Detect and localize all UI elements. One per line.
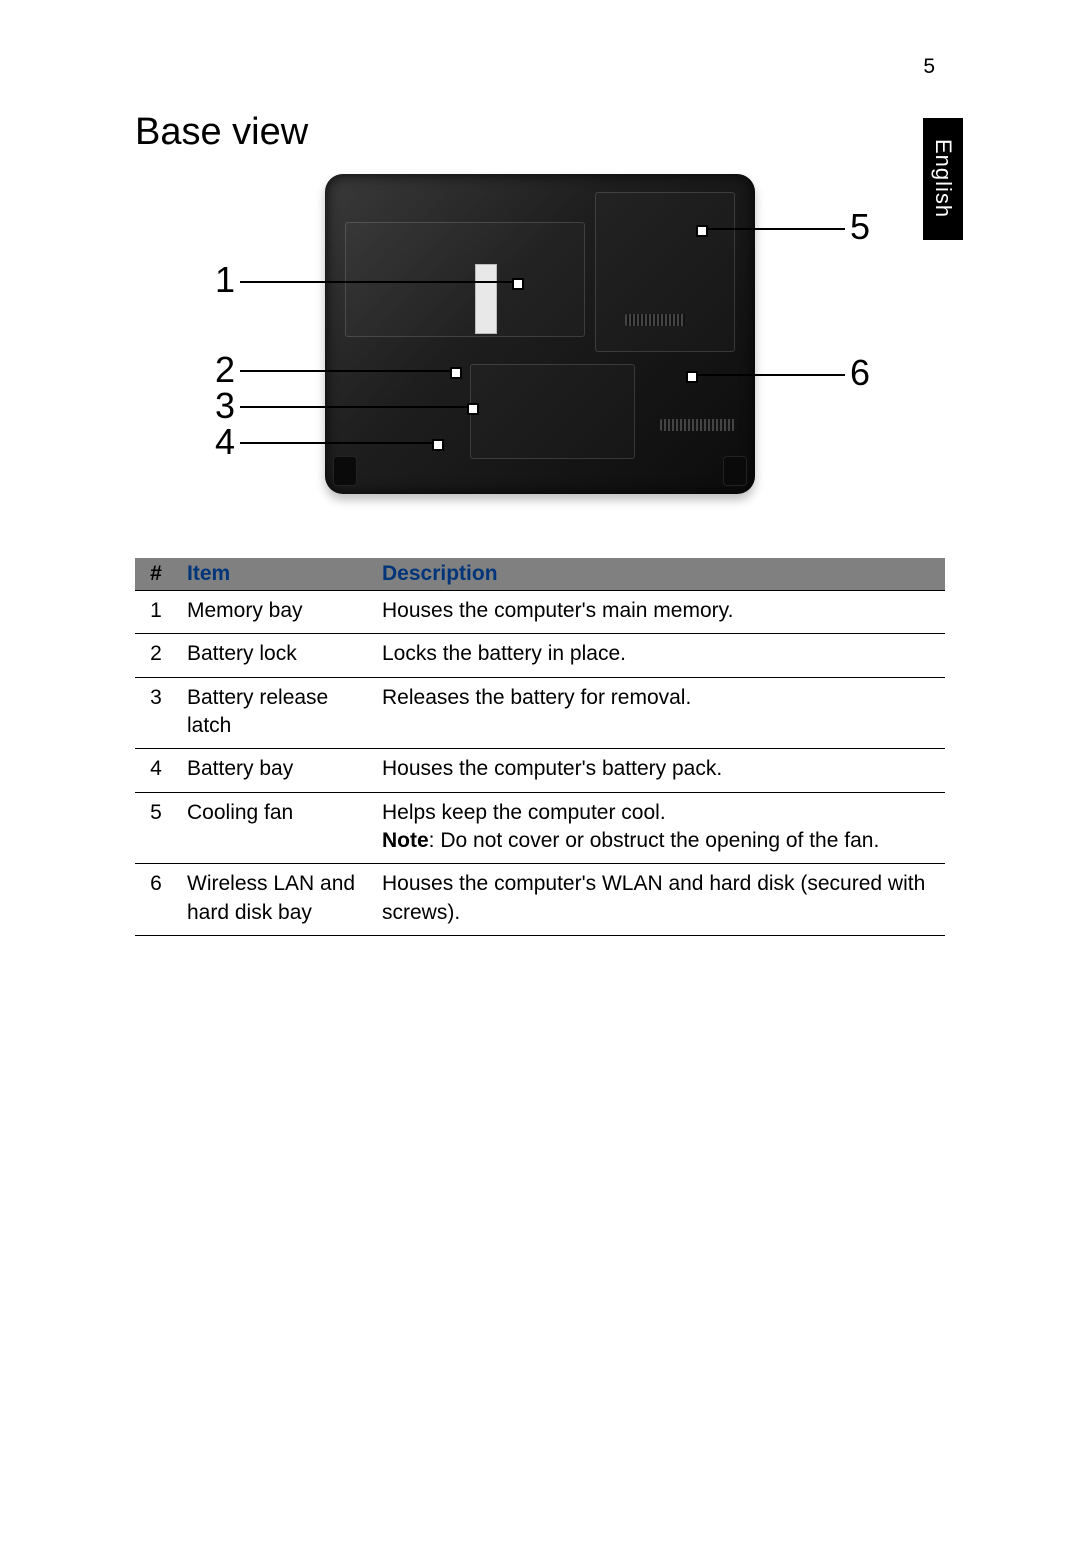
callout-line xyxy=(240,442,440,444)
base-view-diagram: 1 2 3 4 5 6 xyxy=(210,174,870,524)
callout-number: 5 xyxy=(850,206,870,248)
cell-item: Battery bay xyxy=(177,749,372,792)
callout-line xyxy=(240,406,475,408)
vent-icon xyxy=(625,314,685,326)
note-label: Note xyxy=(382,829,429,852)
table-body: 1 Memory bay Houses the computer's main … xyxy=(135,591,945,936)
desc-text: Helps keep the computer cool. xyxy=(382,801,666,824)
table-row: 2 Battery lock Locks the battery in plac… xyxy=(135,634,945,677)
table-row: 4 Battery bay Houses the computer's batt… xyxy=(135,749,945,792)
cell-item: Cooling fan xyxy=(177,792,372,864)
callout-line xyxy=(240,281,520,283)
header-num: # xyxy=(135,558,177,591)
rubber-foot-icon xyxy=(333,456,357,486)
serial-label-icon xyxy=(475,264,497,334)
cell-num: 4 xyxy=(135,749,177,792)
table-header-row: # Item Description xyxy=(135,558,945,591)
cell-desc: Helps keep the computer cool. Note: Do n… xyxy=(372,792,945,864)
callout-line xyxy=(700,228,845,230)
description-table: # Item Description 1 Memory bay Houses t… xyxy=(135,558,945,936)
cell-desc: Locks the battery in place. xyxy=(372,634,945,677)
cell-num: 2 xyxy=(135,634,177,677)
table-row: 1 Memory bay Houses the computer's main … xyxy=(135,591,945,634)
cell-num: 5 xyxy=(135,792,177,864)
callout-line xyxy=(240,370,458,372)
cell-desc: Houses the computer's battery pack. xyxy=(372,749,945,792)
callout-number: 4 xyxy=(215,421,235,463)
cell-desc: Houses the computer's main memory. xyxy=(372,591,945,634)
vent-icon xyxy=(660,419,735,431)
cell-num: 6 xyxy=(135,864,177,936)
section-heading: Base view xyxy=(135,111,945,154)
table-row: 6 Wireless LAN and hard disk bay Houses … xyxy=(135,864,945,936)
cell-item: Memory bay xyxy=(177,591,372,634)
cell-item: Battery release latch xyxy=(177,677,372,749)
language-tab: English xyxy=(923,118,963,240)
header-description: Description xyxy=(372,558,945,591)
header-item: Item xyxy=(177,558,372,591)
table-row: 3 Battery release latch Releases the bat… xyxy=(135,677,945,749)
document-page: 5 English Base view 1 2 3 4 5 xyxy=(0,0,1080,936)
cell-desc: Releases the battery for removal. xyxy=(372,677,945,749)
panel-memory xyxy=(345,222,585,337)
table-row: 5 Cooling fan Helps keep the computer co… xyxy=(135,792,945,864)
panel-battery xyxy=(470,364,635,459)
callout-line xyxy=(690,374,845,376)
callout-number: 6 xyxy=(850,352,870,394)
note-text: : Do not cover or obstruct the opening o… xyxy=(429,829,880,852)
rubber-foot-icon xyxy=(723,456,747,486)
cell-num: 3 xyxy=(135,677,177,749)
cell-item: Wireless LAN and hard disk bay xyxy=(177,864,372,936)
cell-desc: Houses the computer's WLAN and hard disk… xyxy=(372,864,945,936)
page-number: 5 xyxy=(923,55,935,79)
callout-number: 1 xyxy=(215,259,235,301)
panel-wlan-hdd xyxy=(595,192,735,352)
cell-num: 1 xyxy=(135,591,177,634)
cell-item: Battery lock xyxy=(177,634,372,677)
laptop-base-illustration xyxy=(325,174,755,494)
diagram-container: 1 2 3 4 5 6 xyxy=(135,174,945,524)
